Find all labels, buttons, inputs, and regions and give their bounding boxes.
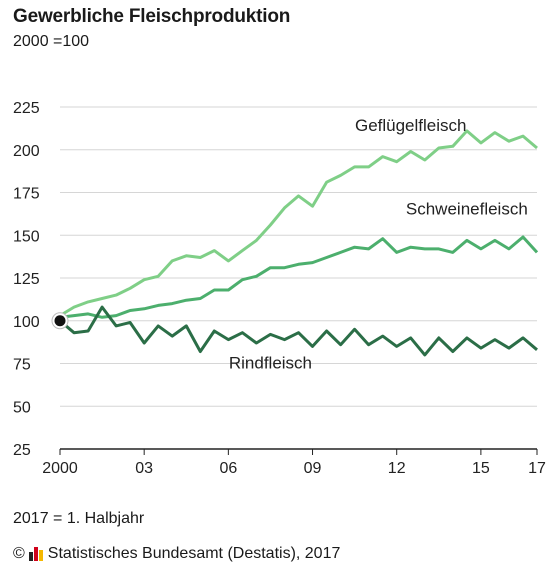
y-tick-label: 100 [13, 314, 40, 331]
chart-subtitle: 2000 =100 [13, 33, 90, 50]
y-tick-label: 75 [13, 357, 31, 374]
x-tick-label: 03 [135, 460, 153, 477]
source-text: Statistisches Bundesamt (Destatis), 2017 [47, 545, 341, 562]
source-line: © Statistisches Bundesamt (Destatis), 20… [13, 545, 340, 563]
series-line-3 [59, 305, 538, 357]
y-tick-label: 225 [13, 100, 40, 117]
x-tick-label: 06 [219, 460, 237, 477]
copyright-symbol: © [13, 545, 25, 562]
series-line-2 [59, 235, 539, 319]
x-tick-label: 2000 [42, 460, 78, 477]
line-chart: 225 200 175 150 125 100 75 50 25 2000 03 06 09 12 15 17… [13, 100, 546, 477]
y-tick-label: 25 [13, 442, 31, 459]
y-tick-label: 175 [13, 186, 40, 203]
series-label: Geflügelfleisch [355, 116, 467, 135]
x-tick-label: 12 [388, 460, 406, 477]
y-tick-label: 125 [13, 271, 40, 288]
x-tick-label: 15 [472, 460, 490, 477]
chart-footnote: 2017 = 1. Halbjahr [13, 510, 145, 527]
series-line-1 [59, 129, 538, 317]
destatis-logo-icon [28, 547, 44, 561]
series-label: Rindfleisch [229, 354, 312, 373]
base-point-marker [54, 315, 66, 327]
y-tick-label: 150 [13, 228, 40, 245]
x-tick-label: 09 [304, 460, 322, 477]
y-tick-label: 50 [13, 399, 31, 416]
chart-title: Gewerbliche Fleischproduktion [13, 6, 291, 27]
y-tick-label: 200 [13, 143, 40, 160]
series-label: Schweinefleisch [406, 200, 528, 219]
x-tick-label: 17 [528, 460, 546, 477]
